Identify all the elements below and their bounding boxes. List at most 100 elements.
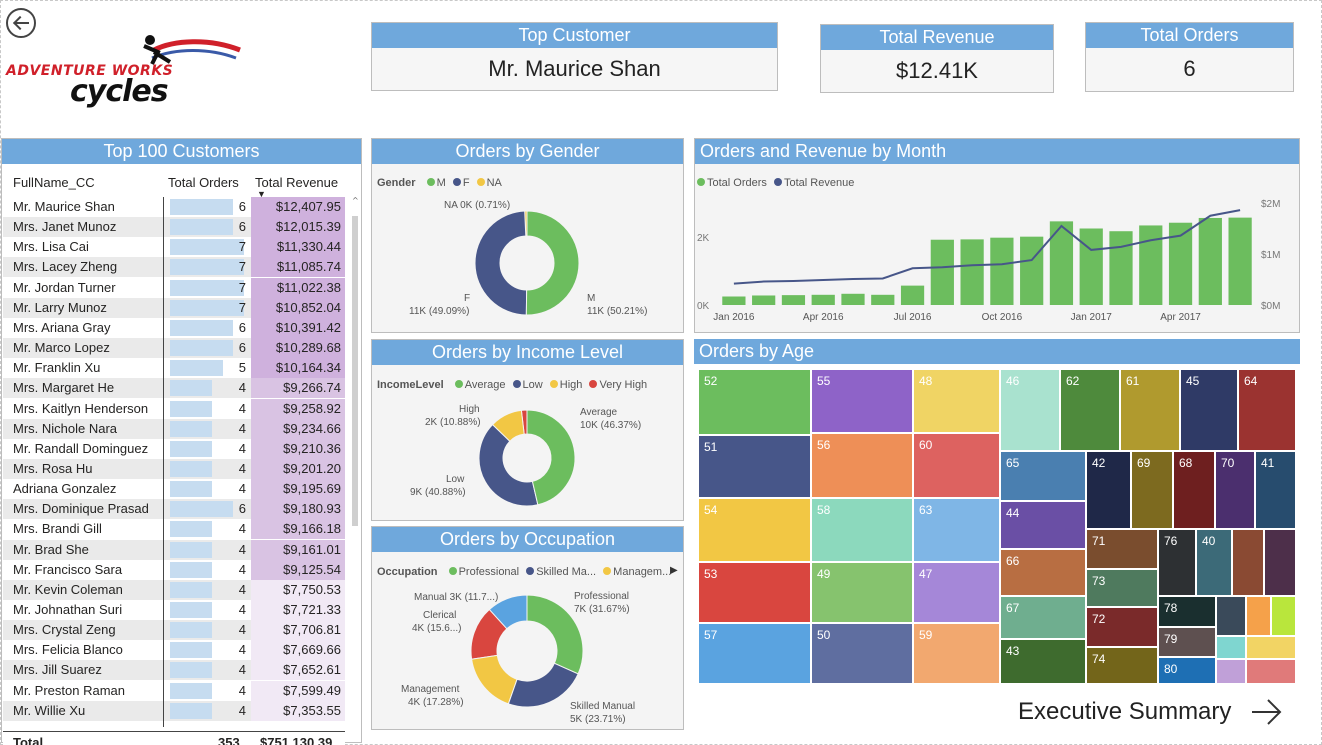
table-row[interactable]: Mrs. Ariana Gray 6 $10,391.42 <box>3 317 345 338</box>
age-cell-53[interactable]: 53 <box>698 562 811 623</box>
age-cell-small[interactable] <box>1246 596 1271 636</box>
age-cell-67[interactable]: 67 <box>1000 596 1086 639</box>
table-row[interactable]: Mr. Maurice Shan 6 $12,407.95 <box>3 197 345 217</box>
legend-item-total-revenue[interactable]: Total Revenue <box>783 177 855 189</box>
age-cell-74[interactable]: 74 <box>1086 647 1158 684</box>
table-row[interactable]: Mr. Marco Lopez 6 $10,289.68 <box>3 338 345 359</box>
age-cell-57[interactable]: 57 <box>698 623 811 684</box>
legend-item-m[interactable]: M <box>436 177 446 189</box>
orders-bar[interactable] <box>1079 228 1103 306</box>
age-cell-48[interactable]: 48 <box>913 369 1000 433</box>
age-cell-41[interactable]: 41 <box>1255 451 1296 529</box>
age-cell-72[interactable]: 72 <box>1086 607 1158 647</box>
age-cell-56[interactable]: 56 <box>811 433 913 498</box>
donut-slice-skilled-manual[interactable] <box>507 662 579 708</box>
table-row[interactable]: Mr. Francisco Sara 4 $9,125.54 <box>3 559 345 580</box>
age-cell-51[interactable]: 51 <box>698 435 811 498</box>
orders-bar[interactable] <box>1168 222 1193 305</box>
age-cell-70[interactable]: 70 <box>1215 451 1255 529</box>
age-cell-61[interactable]: 61 <box>1120 369 1180 451</box>
age-cell-40[interactable]: 40 <box>1196 529 1232 596</box>
donut-slice-clerical[interactable] <box>470 608 508 660</box>
age-cell-small[interactable] <box>1216 659 1246 684</box>
age-cell-69[interactable]: 69 <box>1131 451 1173 529</box>
donut-slice-low[interactable] <box>478 423 539 507</box>
age-cell-50[interactable]: 50 <box>811 623 913 684</box>
age-cell-71[interactable]: 71 <box>1086 529 1158 569</box>
table-row[interactable]: Mr. Franklin Xu 5 $10,164.34 <box>3 358 345 379</box>
col-header-orders[interactable]: Total Orders <box>168 175 239 190</box>
age-cell-small[interactable] <box>1271 596 1296 636</box>
orders-bar[interactable] <box>752 295 776 305</box>
table-row[interactable]: Mr. Willie Xu 4 $7,353.55 <box>3 700 345 721</box>
age-cell-66[interactable]: 66 <box>1000 549 1086 596</box>
orders-bar[interactable] <box>1049 221 1074 305</box>
legend-next-icon[interactable]: ▶ <box>670 565 678 576</box>
next-page-arrow-icon[interactable] <box>1250 697 1284 727</box>
legend-item-professional[interactable]: Professional <box>458 566 520 578</box>
legend-item-total-orders[interactable]: Total Orders <box>707 177 767 189</box>
table-row[interactable]: Mrs. Crystal Zeng 4 $7,706.81 <box>3 620 345 641</box>
back-arrow-icon[interactable] <box>6 8 36 38</box>
table-row[interactable]: Mr. Randall Dominguez 4 $9,210.36 <box>3 438 345 459</box>
orders-bar[interactable] <box>781 295 806 305</box>
age-cell-79[interactable]: 79 <box>1158 627 1216 657</box>
donut-slice-f[interactable] <box>474 210 528 316</box>
age-cell-68[interactable]: 68 <box>1173 451 1215 529</box>
orders-bar[interactable] <box>930 239 954 305</box>
table-row[interactable]: Mr. Preston Raman 4 $7,599.49 <box>3 680 345 701</box>
age-cell-59[interactable]: 59 <box>913 623 1000 684</box>
legend-item-high[interactable]: High <box>559 379 583 391</box>
age-cell-small[interactable] <box>1264 529 1296 596</box>
table-row[interactable]: Mrs. Rosa Hu 4 $9,201.20 <box>3 458 345 479</box>
table-row[interactable]: Mr. Johnathan Suri 4 $7,721.33 <box>3 600 345 620</box>
donut-slice-professional[interactable] <box>526 594 584 675</box>
table-row[interactable]: Mrs. Jill Suarez 4 $7,652.61 <box>3 660 345 681</box>
donut-slice-average[interactable] <box>526 409 576 506</box>
table-row[interactable]: Mrs. Lisa Cai 7 $11,330.44 <box>3 237 345 258</box>
age-cell-73[interactable]: 73 <box>1086 569 1158 607</box>
age-cell-47[interactable]: 47 <box>913 562 1000 623</box>
legend-item-average[interactable]: Average <box>464 379 506 391</box>
orders-bar[interactable] <box>871 294 895 305</box>
donut-slice-high[interactable] <box>491 409 525 443</box>
age-cell-small[interactable] <box>1216 596 1246 636</box>
legend-item-f[interactable]: F <box>462 177 470 189</box>
table-row[interactable]: Mrs. Janet Munoz 6 $12,015.39 <box>3 217 345 238</box>
donut-slice-m[interactable] <box>525 210 580 316</box>
table-row[interactable]: Mrs. Brandi Gill 4 $9,166.18 <box>3 519 345 540</box>
orders-bar[interactable] <box>960 239 984 305</box>
orders-bar[interactable] <box>1109 231 1133 305</box>
donut-slice-management[interactable] <box>471 654 518 705</box>
table-row[interactable]: Mr. Jordan Turner 7 $11,022.38 <box>3 277 345 298</box>
sort-desc-icon[interactable]: ▼ <box>257 189 266 199</box>
age-cell-small[interactable] <box>1216 636 1246 659</box>
age-cell-44[interactable]: 44 <box>1000 501 1086 549</box>
age-cell-small[interactable] <box>1232 529 1264 596</box>
table-row[interactable]: Mrs. Nichole Nara 4 $9,234.66 <box>3 418 345 439</box>
orders-bar[interactable] <box>722 296 746 306</box>
table-scrollbar[interactable]: ^ ⌄ <box>349 196 361 745</box>
age-cell-55[interactable]: 55 <box>811 369 913 433</box>
table-row[interactable]: Mr. Kevin Coleman 4 $7,750.53 <box>3 579 345 600</box>
age-cell-52[interactable]: 52 <box>698 369 811 435</box>
table-row[interactable]: Mrs. Lacey Zheng 7 $11,085.74 <box>3 257 345 278</box>
table-row[interactable]: Adriana Gonzalez 4 $9,195.69 <box>3 479 345 500</box>
table-row[interactable]: Mr. Brad She 4 $9,161.01 <box>3 539 345 560</box>
table-row[interactable]: Mrs. Felicia Blanco 4 $7,669.66 <box>3 640 345 661</box>
orders-bar[interactable] <box>841 293 865 305</box>
age-cell-60[interactable]: 60 <box>913 433 1000 498</box>
legend-item-low[interactable]: Low <box>522 379 543 391</box>
age-cell-49[interactable]: 49 <box>811 562 913 623</box>
age-cell-42[interactable]: 42 <box>1086 451 1131 529</box>
table-row[interactable]: Mrs. Margaret He 4 $9,266.74 <box>3 378 345 399</box>
scrollbar-thumb[interactable] <box>352 216 358 526</box>
age-cell-43[interactable]: 43 <box>1000 639 1086 684</box>
age-cell-58[interactable]: 58 <box>811 498 913 562</box>
orders-bar[interactable] <box>1228 217 1252 305</box>
orders-bar[interactable] <box>1020 236 1044 305</box>
orders-bar[interactable] <box>900 285 925 305</box>
age-cell-65[interactable]: 65 <box>1000 451 1086 501</box>
col-header-name[interactable]: FullName_CC <box>13 175 95 190</box>
age-cell-78[interactable]: 78 <box>1158 596 1216 627</box>
